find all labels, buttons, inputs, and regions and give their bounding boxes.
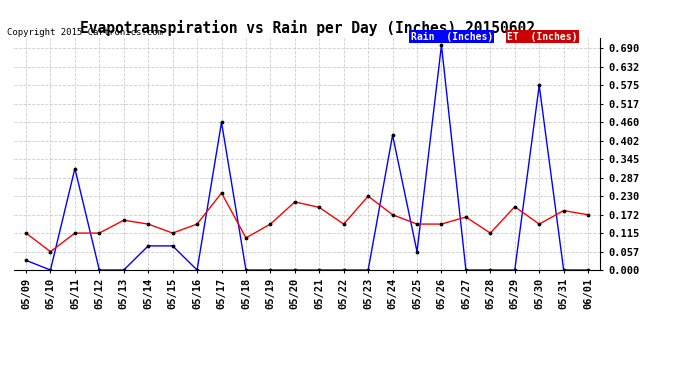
Title: Evapotranspiration vs Rain per Day (Inches) 20150602: Evapotranspiration vs Rain per Day (Inch…	[79, 20, 535, 36]
Text: ET  (Inches): ET (Inches)	[507, 32, 578, 42]
Text: Copyright 2015 Cartronics.com: Copyright 2015 Cartronics.com	[7, 28, 163, 37]
Text: Rain  (Inches): Rain (Inches)	[411, 32, 493, 42]
